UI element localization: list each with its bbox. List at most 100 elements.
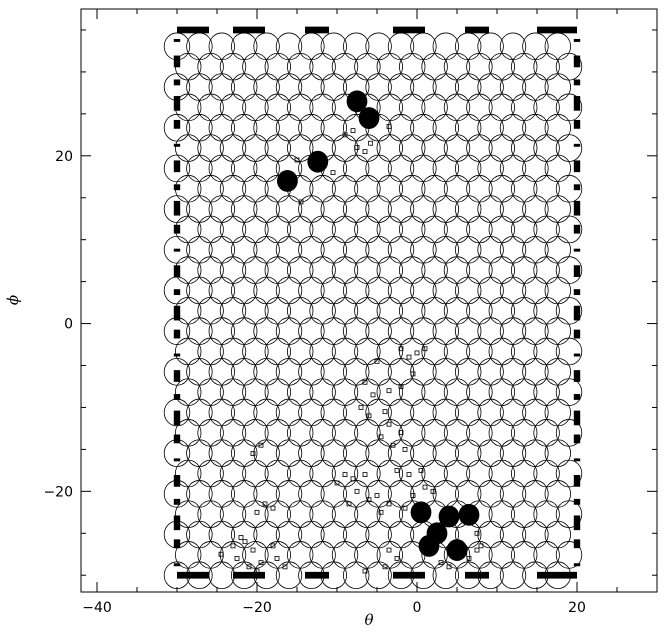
grid-circle	[477, 357, 504, 386]
grid-circle	[343, 439, 370, 467]
grid-circle	[499, 561, 527, 590]
grid-circle	[376, 296, 404, 325]
grid-circle	[477, 439, 504, 467]
y-tick-label: 0	[64, 317, 73, 333]
edge-fill-segment	[393, 26, 425, 34]
grid-circle	[230, 439, 258, 467]
grid-circle	[365, 439, 392, 467]
grid-circle	[443, 52, 471, 81]
grid-circle	[186, 195, 213, 223]
grid-circle	[242, 256, 269, 284]
grid-circle	[354, 215, 381, 244]
grid-circle	[544, 235, 572, 264]
grid-circle	[511, 337, 538, 366]
grid-circle	[365, 154, 392, 183]
grid-circle	[399, 52, 426, 81]
grid-circle	[376, 256, 404, 284]
grid-circle	[219, 337, 247, 366]
grid-circle	[208, 235, 236, 264]
grid-circle	[354, 256, 381, 284]
grid-circle	[432, 195, 460, 223]
grid-circle	[186, 154, 213, 183]
square-marker	[250, 547, 256, 553]
edge-fill-segment	[173, 434, 181, 444]
grid-circle	[533, 541, 560, 569]
edge-fill-segment	[173, 305, 181, 321]
grid-circle	[387, 439, 415, 467]
grid-circle	[320, 235, 348, 264]
grid-circle	[477, 235, 504, 264]
grid-circle	[466, 419, 493, 447]
grid-circle	[174, 134, 202, 162]
grid-circle	[443, 134, 471, 162]
grid-circle	[309, 296, 336, 325]
grid-circle	[533, 52, 560, 81]
square-marker	[262, 501, 268, 507]
square-marker	[218, 551, 224, 557]
grid-circle	[186, 32, 213, 61]
edge-fill-segment	[573, 434, 581, 444]
square-marker	[362, 379, 368, 385]
grid-circle	[511, 378, 538, 406]
grid-circle	[208, 32, 236, 61]
grid-circle	[421, 459, 448, 488]
grid-circle	[264, 256, 292, 284]
grid-circle	[376, 134, 404, 162]
grid-circle	[421, 378, 448, 406]
grid-circle	[287, 459, 314, 488]
grid-circle	[219, 500, 247, 529]
grid-circle	[309, 215, 336, 244]
grid-circle	[320, 195, 348, 223]
edge-fill-segment	[573, 119, 581, 129]
grid-circle	[499, 480, 527, 508]
square-marker	[410, 371, 416, 377]
edge-fill-segment	[573, 563, 581, 567]
grid-circle	[522, 439, 549, 467]
grid-circle	[488, 174, 516, 203]
grid-circle	[264, 500, 292, 529]
edge-fill-segment	[173, 563, 181, 567]
grid-circle	[208, 113, 236, 142]
grid-circle	[488, 52, 516, 81]
grid-circle	[544, 317, 572, 345]
grid-circle	[264, 337, 292, 366]
grid-circle	[320, 357, 348, 386]
grid-circle	[399, 174, 426, 203]
square-marker	[386, 421, 392, 427]
square-marker	[246, 564, 252, 570]
grid-circle	[365, 73, 392, 101]
grid-circle	[230, 195, 258, 223]
grid-circle	[421, 215, 448, 244]
grid-circle	[253, 235, 280, 264]
grid-circle	[354, 174, 381, 203]
grid-circle	[488, 93, 516, 122]
square-marker	[438, 560, 444, 566]
edge-fill-segment	[305, 26, 329, 34]
grid-circle	[533, 174, 560, 203]
grid-circle	[365, 235, 392, 264]
grid-circle	[197, 215, 224, 244]
grid-circle	[544, 276, 572, 305]
dense-cluster	[458, 503, 480, 526]
grid-circle	[466, 296, 493, 325]
grid-circle	[163, 439, 191, 467]
grid-circle	[253, 154, 280, 183]
edge-fill-segment	[537, 26, 577, 34]
grid-circle	[219, 215, 247, 244]
grid-circle	[309, 337, 336, 366]
grid-circle	[455, 317, 482, 345]
x-tick-label: −40	[82, 600, 112, 616]
edge-fill-segment	[173, 119, 181, 129]
edge-fill-segment	[173, 289, 181, 296]
grid-circle	[443, 337, 471, 366]
square-marker	[446, 564, 452, 570]
grid-circle	[387, 317, 415, 345]
grid-circle	[298, 32, 325, 61]
grid-circle	[511, 215, 538, 244]
square-marker	[250, 451, 256, 456]
grid-circle	[197, 459, 224, 488]
grid-circle	[287, 93, 314, 122]
grid-circle	[466, 256, 493, 284]
grid-circle	[197, 419, 224, 447]
grid-circle	[275, 113, 303, 142]
